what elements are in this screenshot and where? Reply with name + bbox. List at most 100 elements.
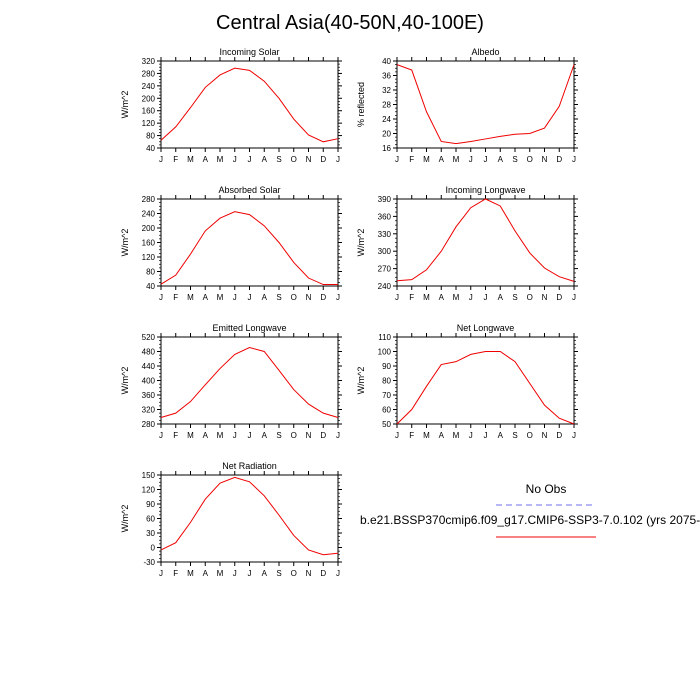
emitted-longwave-xtick-label: D — [320, 431, 326, 440]
incoming-solar-xtick-label: A — [203, 155, 209, 164]
net-radiation-xtick-label: J — [336, 569, 340, 578]
absorbed-solar-title: Absorbed Solar — [218, 185, 280, 195]
net-longwave-ytick-label: 90 — [382, 362, 391, 371]
net-radiation-title: Net Radiation — [222, 461, 277, 471]
net-radiation-ytick-label: 60 — [146, 515, 155, 524]
incoming-solar-series-line — [160, 67, 339, 143]
albedo-ytick-label: 32 — [382, 86, 391, 95]
emitted-longwave-title: Emitted Longwave — [212, 323, 286, 333]
incoming-solar-xtick-label: J — [233, 155, 237, 164]
net-longwave-frame — [396, 336, 575, 425]
emitted-longwave-xtick-label: A — [262, 431, 268, 440]
net-longwave-xtick-label: J — [484, 431, 488, 440]
emitted-longwave-xtick-label: A — [203, 431, 209, 440]
incoming-solar-xtick-label: J — [248, 155, 252, 164]
emitted-longwave-ytick-label: 280 — [142, 420, 156, 429]
incoming-solar-xtick-label: M — [187, 155, 194, 164]
absorbed-solar-ytick-label: 40 — [146, 282, 155, 291]
incoming-solar-title: Incoming Solar — [219, 47, 279, 57]
incoming-longwave-title: Incoming Longwave — [445, 185, 525, 195]
incoming-longwave-xtick-label: A — [498, 293, 504, 302]
absorbed-solar-xtick-label: M — [217, 293, 224, 302]
incoming-solar-xtick-label: O — [291, 155, 297, 164]
net-longwave-ytick-label: 80 — [382, 377, 391, 386]
emitted-longwave-xtick-label: J — [336, 431, 340, 440]
albedo-xtick-label: D — [556, 155, 562, 164]
albedo-ytick-label: 40 — [382, 57, 391, 66]
incoming-solar-ylabel: W/m^2 — [120, 91, 130, 119]
incoming-longwave-frame — [396, 198, 575, 287]
net-radiation-xtick-label: J — [233, 569, 237, 578]
albedo-xtick-label: A — [439, 155, 445, 164]
net-longwave-xtick-label: J — [572, 431, 576, 440]
panel-incoming-solar: Incoming Solar W/m^2 40 80 120 160 200 240 280 32… — [120, 47, 342, 164]
emitted-longwave-ytick-label: 400 — [142, 377, 156, 386]
absorbed-solar-xtick-label: J — [248, 293, 252, 302]
absorbed-solar-xtick-label: A — [203, 293, 209, 302]
net-radiation-xtick-label: A — [262, 569, 268, 578]
absorbed-solar-series-line — [160, 211, 338, 286]
incoming-longwave-xtick-label: M — [423, 293, 430, 302]
albedo-ylabel: % reflected — [356, 82, 366, 127]
absorbed-solar-ytick-label: 280 — [142, 195, 156, 204]
emitted-longwave-ylabel: W/m^2 — [120, 367, 130, 395]
panel-emitted-longwave: Emitted Longwave W/m^2 280 320 360 400 440 480 5… — [120, 323, 342, 440]
incoming-solar-xtick-label: S — [276, 155, 281, 164]
emitted-longwave-ytick-label: 360 — [142, 391, 156, 400]
net-radiation-series-line — [160, 476, 339, 556]
legend-case-label: b.e21.BSSP370cmip6.f09_g17.CMIP6-SSP3-7.… — [360, 513, 700, 527]
albedo-xtick-label: N — [542, 155, 548, 164]
incoming-longwave-ytick-label: 390 — [378, 195, 392, 204]
net-longwave-xtick-label: S — [512, 431, 517, 440]
emitted-longwave-xtick-label: J — [159, 431, 163, 440]
net-radiation-ytick-label: 120 — [142, 486, 156, 495]
incoming-solar-ytick-label: 240 — [142, 82, 156, 91]
legend-obs-label: No Obs — [525, 482, 567, 496]
absorbed-solar-xtick-label: J — [159, 293, 163, 302]
albedo-ytick-label: 16 — [382, 144, 391, 153]
net-radiation-xtick-label: A — [203, 569, 209, 578]
incoming-solar-xtick-label: D — [320, 155, 326, 164]
albedo-xtick-label: J — [395, 155, 399, 164]
net-radiation-ytick-label: 0 — [151, 544, 156, 553]
albedo-xtick-label: J — [572, 155, 576, 164]
net-radiation-ytick-label: 30 — [146, 529, 155, 538]
incoming-longwave-xtick-label: J — [469, 293, 473, 302]
incoming-solar-ytick-label: 160 — [142, 107, 156, 116]
albedo-xtick-label: F — [409, 155, 414, 164]
net-longwave-ytick-label: 110 — [378, 333, 391, 342]
incoming-longwave-xtick-label: O — [527, 293, 533, 302]
incoming-longwave-xtick-label: A — [439, 293, 445, 302]
net-radiation-ytick-label: 90 — [146, 500, 155, 509]
absorbed-solar-ytick-label: 200 — [142, 224, 156, 233]
net-radiation-xtick-label: D — [320, 569, 326, 578]
albedo-series-line — [396, 64, 575, 145]
net-radiation-xtick-label: S — [276, 569, 281, 578]
net-radiation-xtick-label: N — [306, 569, 312, 578]
net-radiation-xtick-label: J — [248, 569, 252, 578]
net-longwave-xtick-label: O — [527, 431, 533, 440]
absorbed-solar-ytick-label: 240 — [142, 210, 156, 219]
net-radiation-ylabel: W/m^2 — [120, 505, 130, 533]
panel-incoming-longwave: Incoming Longwave W/m^2 240 270 300 330 360 390… — [356, 185, 578, 302]
net-longwave-ytick-label: 100 — [378, 348, 392, 357]
incoming-longwave-ytick-label: 300 — [378, 247, 392, 256]
net-longwave-xtick-label: N — [542, 431, 548, 440]
net-longwave-xtick-label: M — [453, 431, 460, 440]
net-radiation-xtick-label: O — [291, 569, 297, 578]
incoming-longwave-ytick-label: 270 — [378, 265, 392, 274]
incoming-longwave-xtick-label: D — [556, 293, 562, 302]
incoming-solar-ytick-label: 280 — [142, 69, 156, 78]
incoming-longwave-xtick-label: J — [484, 293, 488, 302]
emitted-longwave-frame — [160, 336, 339, 425]
albedo-xtick-label: J — [484, 155, 488, 164]
net-longwave-title: Net Longwave — [457, 323, 515, 333]
incoming-solar-frame — [160, 60, 339, 149]
incoming-solar-ytick-label: 200 — [142, 94, 156, 103]
incoming-longwave-xtick-label: N — [542, 293, 548, 302]
albedo-xtick-label: O — [527, 155, 533, 164]
incoming-solar-xtick-label: J — [159, 155, 163, 164]
net-longwave-xtick-label: A — [498, 431, 504, 440]
